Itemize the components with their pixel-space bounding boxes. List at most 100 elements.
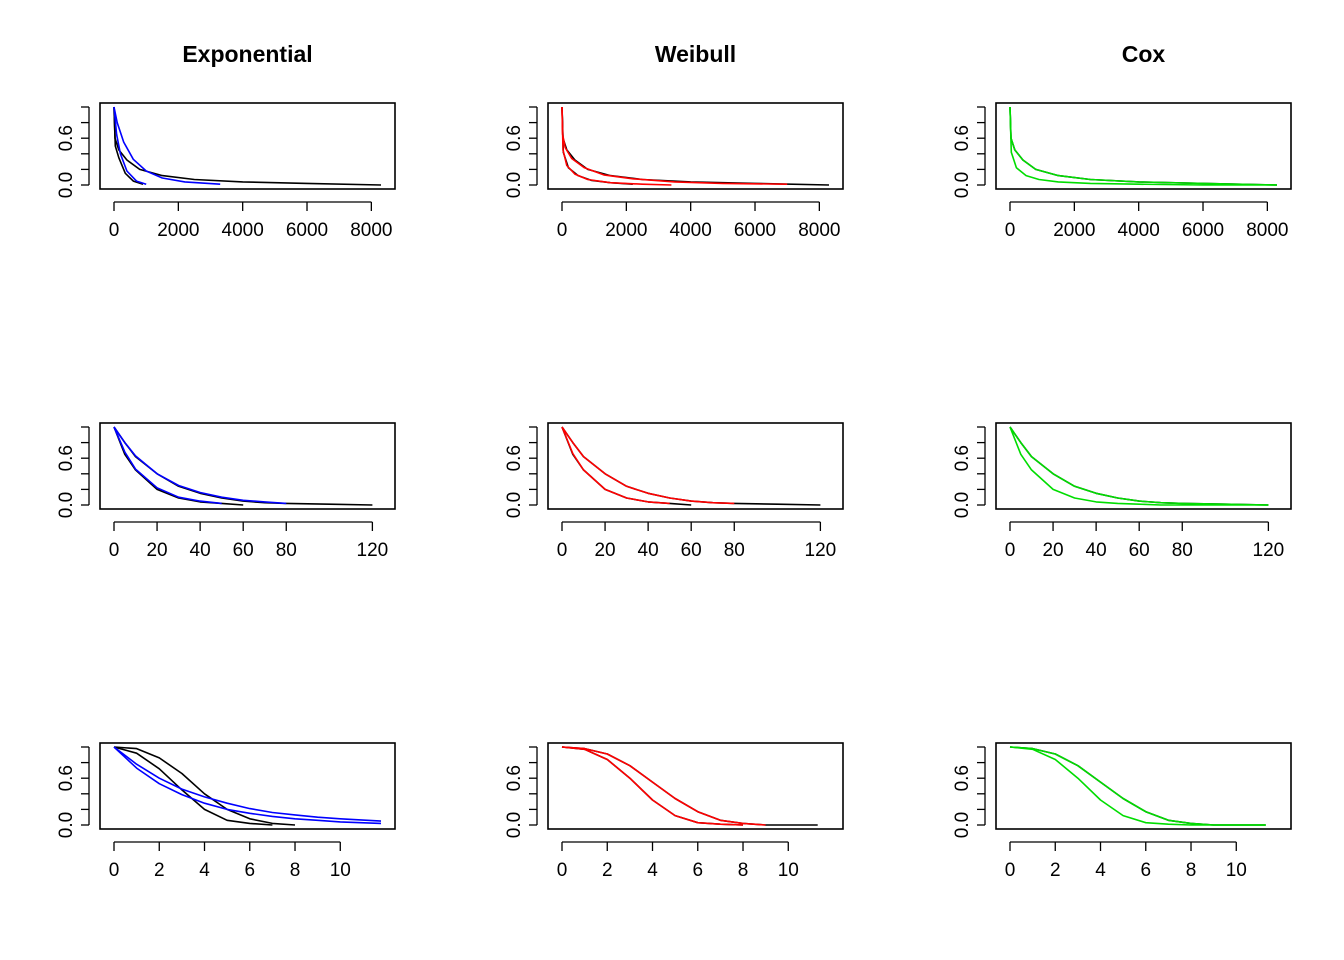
fitted-survival-curve-3: [113, 106, 147, 185]
x-tick-label: 2000: [157, 220, 199, 241]
observed-survival-curve-0: [1009, 746, 1266, 826]
x-tick-label: 8000: [798, 220, 840, 241]
x-tick-label: 80: [1172, 540, 1193, 561]
x-tick-label: 20: [1042, 540, 1063, 561]
y-tick-label: 0.6: [56, 125, 77, 151]
x-tick-label: 8000: [1246, 220, 1288, 241]
plot-frame: [99, 102, 396, 190]
x-tick-label: 2: [154, 860, 165, 881]
fitted-survival-curve-2: [113, 426, 287, 505]
observed-survival-curve-0: [113, 746, 296, 826]
fitted-survival-curve-2: [113, 746, 382, 822]
x-tick-label: 4000: [1118, 220, 1160, 241]
x-tick-label: 0: [109, 540, 120, 561]
x-tick-label: 60: [1129, 540, 1150, 561]
fitted-survival-curve-2: [1009, 106, 1277, 186]
x-tick-label: 8: [738, 860, 749, 881]
fitted-survival-curve-2: [113, 106, 221, 185]
x-tick-label: 0: [109, 220, 120, 241]
column-title-exponential: Exponential: [182, 41, 312, 67]
panel-r2-c1: 0 20 40 60 80 120 0.0 0.6: [56, 422, 396, 561]
fitted-survival-curve-2: [1009, 746, 1266, 826]
panel-r3-c2: 0 2 4 6 8 10 0.0 0.6: [504, 742, 844, 881]
observed-survival-curve-0: [113, 426, 373, 506]
x-tick-label: 60: [233, 540, 254, 561]
y-tick-label: 0.6: [504, 445, 525, 471]
plot-frame: [995, 102, 1292, 190]
x-tick-label: 4: [1095, 860, 1106, 881]
y-tick-label: 0.0: [56, 492, 77, 518]
fitted-survival-curve-3: [113, 426, 222, 505]
fitted-survival-curve-1: [1009, 746, 1266, 826]
x-tick-label: 20: [146, 540, 167, 561]
x-tick-label: 0: [109, 860, 120, 881]
plot-frame: [995, 422, 1292, 510]
x-tick-label: 0: [1005, 860, 1016, 881]
fitted-survival-curve-2: [1009, 426, 1269, 506]
x-tick-label: 10: [1226, 860, 1247, 881]
y-tick-label: 0.6: [56, 445, 77, 471]
observed-survival-curve-1: [561, 746, 744, 826]
x-tick-label: 120: [805, 540, 837, 561]
plot-frame: [547, 102, 844, 190]
x-tick-label: 2000: [1053, 220, 1095, 241]
plot-frame: [99, 742, 396, 830]
x-tick-label: 10: [778, 860, 799, 881]
plot-frame: [995, 742, 1292, 830]
y-tick-label: 0.6: [952, 765, 973, 791]
fitted-survival-curve-2: [561, 106, 788, 185]
x-tick-label: 0: [1005, 540, 1016, 561]
x-tick-label: 80: [724, 540, 745, 561]
y-tick-label: 0.0: [504, 812, 525, 838]
x-tick-label: 6: [244, 860, 255, 881]
plot-frame: [99, 422, 396, 510]
x-tick-label: 0: [557, 860, 568, 881]
y-tick-label: 0.0: [56, 172, 77, 198]
y-tick-label: 0.0: [952, 812, 973, 838]
x-tick-label: 8: [1186, 860, 1197, 881]
observed-survival-curve-0: [113, 106, 382, 186]
fitted-survival-curve-3: [113, 746, 382, 825]
y-tick-label: 0.6: [952, 445, 973, 471]
x-tick-label: 120: [1253, 540, 1285, 561]
panel-r1-c2: 0 2000 4000 6000 8000 0.0 0.6: [504, 102, 844, 241]
fitted-survival-curve-1: [1009, 106, 1278, 186]
y-tick-label: 0.0: [504, 172, 525, 198]
x-tick-label: 6: [692, 860, 703, 881]
y-tick-label: 0.0: [56, 812, 77, 838]
fitted-survival-curve-2: [561, 426, 735, 505]
x-tick-label: 2: [602, 860, 613, 881]
y-tick-label: 0.0: [952, 172, 973, 198]
x-tick-label: 6000: [1182, 220, 1224, 241]
fitted-survival-curve-1: [1009, 426, 1269, 506]
panel-r1-c3: 0 2000 4000 6000 8000 0.0 0.6: [952, 102, 1292, 241]
y-tick-label: 0.6: [56, 765, 77, 791]
panel-r3-c3: 0 2 4 6 8 10 0.0 0.6: [952, 742, 1292, 881]
panel-r1-c1: 0 2000 4000 6000 8000 0.0 0.6: [56, 102, 396, 241]
observed-survival-curve-0: [561, 426, 821, 506]
column-title-cox: Cox: [1122, 41, 1166, 67]
fitted-survival-curve-3: [561, 426, 670, 505]
panel-r2-c3: 0 20 40 60 80 120 0.0 0.6: [952, 422, 1292, 561]
x-tick-label: 6000: [734, 220, 776, 241]
y-tick-label: 0.0: [504, 492, 525, 518]
y-tick-label: 0.6: [504, 765, 525, 791]
x-tick-label: 0: [1005, 220, 1016, 241]
x-tick-label: 40: [1086, 540, 1107, 561]
x-tick-label: 8000: [350, 220, 392, 241]
plot-frame: [547, 742, 844, 830]
x-tick-label: 4000: [670, 220, 712, 241]
observed-survival-curve-0: [1009, 426, 1269, 506]
x-tick-label: 0: [557, 220, 568, 241]
x-tick-label: 4: [199, 860, 210, 881]
x-tick-label: 80: [276, 540, 297, 561]
fitted-survival-curve-3: [561, 106, 672, 186]
x-tick-label: 40: [190, 540, 211, 561]
x-tick-label: 10: [330, 860, 351, 881]
x-tick-label: 6000: [286, 220, 328, 241]
x-tick-label: 2000: [605, 220, 647, 241]
x-tick-label: 20: [594, 540, 615, 561]
observed-survival-curve-1: [113, 106, 144, 185]
x-tick-label: 60: [681, 540, 702, 561]
